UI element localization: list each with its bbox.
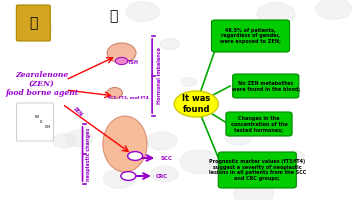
FancyBboxPatch shape — [211, 20, 290, 52]
Text: 48.5% of patients,
regardless of gender,
were exposed to ZEN;: 48.5% of patients, regardless of gender,… — [220, 28, 281, 44]
Text: 🌽: 🌽 — [29, 16, 38, 30]
Circle shape — [19, 14, 40, 26]
Text: 👥: 👥 — [109, 9, 117, 23]
Circle shape — [151, 166, 178, 182]
Text: SCC: SCC — [161, 156, 173, 160]
Circle shape — [208, 162, 226, 173]
Circle shape — [65, 130, 93, 147]
Circle shape — [126, 2, 159, 22]
Circle shape — [128, 152, 143, 160]
Text: Prognostic marker values (fT3/fT4)
suggest a severity of neoplastic
lesions in a: Prognostic marker values (fT3/fT4) sugge… — [209, 159, 306, 181]
FancyBboxPatch shape — [226, 112, 292, 136]
Circle shape — [286, 151, 304, 162]
Circle shape — [103, 169, 136, 188]
Circle shape — [257, 3, 295, 25]
Text: HO
  O
    OH: HO O OH — [35, 115, 50, 129]
Text: Hormonal imbalance: Hormonal imbalance — [156, 47, 161, 104]
Text: TSH: TSH — [129, 60, 139, 66]
Circle shape — [53, 134, 76, 148]
Ellipse shape — [107, 88, 122, 98]
Circle shape — [182, 78, 196, 86]
Circle shape — [115, 57, 128, 65]
Circle shape — [316, 0, 352, 19]
Circle shape — [174, 91, 218, 117]
Text: It was
found: It was found — [182, 94, 210, 114]
Circle shape — [224, 129, 252, 145]
Text: neoplastic changes: neoplastic changes — [86, 127, 91, 181]
FancyBboxPatch shape — [16, 5, 50, 41]
Circle shape — [234, 182, 274, 200]
Text: ZEN: ZEN — [72, 106, 83, 118]
FancyBboxPatch shape — [218, 152, 296, 188]
Circle shape — [121, 172, 136, 180]
Circle shape — [147, 132, 177, 150]
Circle shape — [212, 160, 228, 169]
Circle shape — [22, 19, 52, 37]
FancyBboxPatch shape — [233, 74, 299, 98]
Ellipse shape — [103, 116, 147, 172]
Circle shape — [160, 39, 179, 50]
Text: fCT, fT3, and fT4: fCT, fT3, and fT4 — [108, 96, 149, 100]
Ellipse shape — [107, 43, 136, 63]
Text: Zearalenone
(ZEN)
food borne agent: Zearalenone (ZEN) food borne agent — [5, 71, 79, 97]
Text: Changes in the
concentration of the
tested hormones;: Changes in the concentration of the test… — [230, 116, 287, 132]
FancyBboxPatch shape — [16, 103, 54, 141]
Text: No ZEN metabolites
were found in the blood;: No ZEN metabolites were found in the blo… — [232, 81, 300, 91]
Text: CRC: CRC — [155, 173, 168, 178]
Circle shape — [180, 150, 220, 174]
